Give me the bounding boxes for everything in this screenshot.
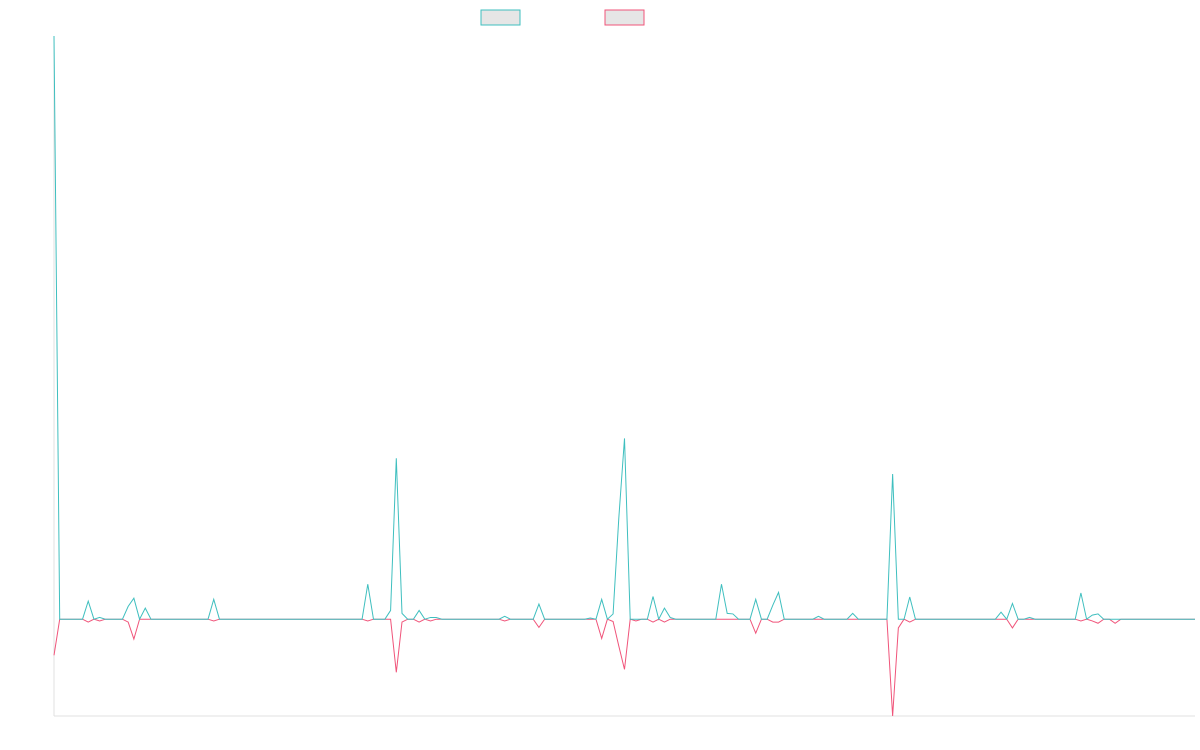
legend-swatch (480, 9, 521, 26)
series-line (53, 35, 1195, 621)
legend-swatch (604, 9, 645, 26)
series-line (53, 618, 1195, 717)
